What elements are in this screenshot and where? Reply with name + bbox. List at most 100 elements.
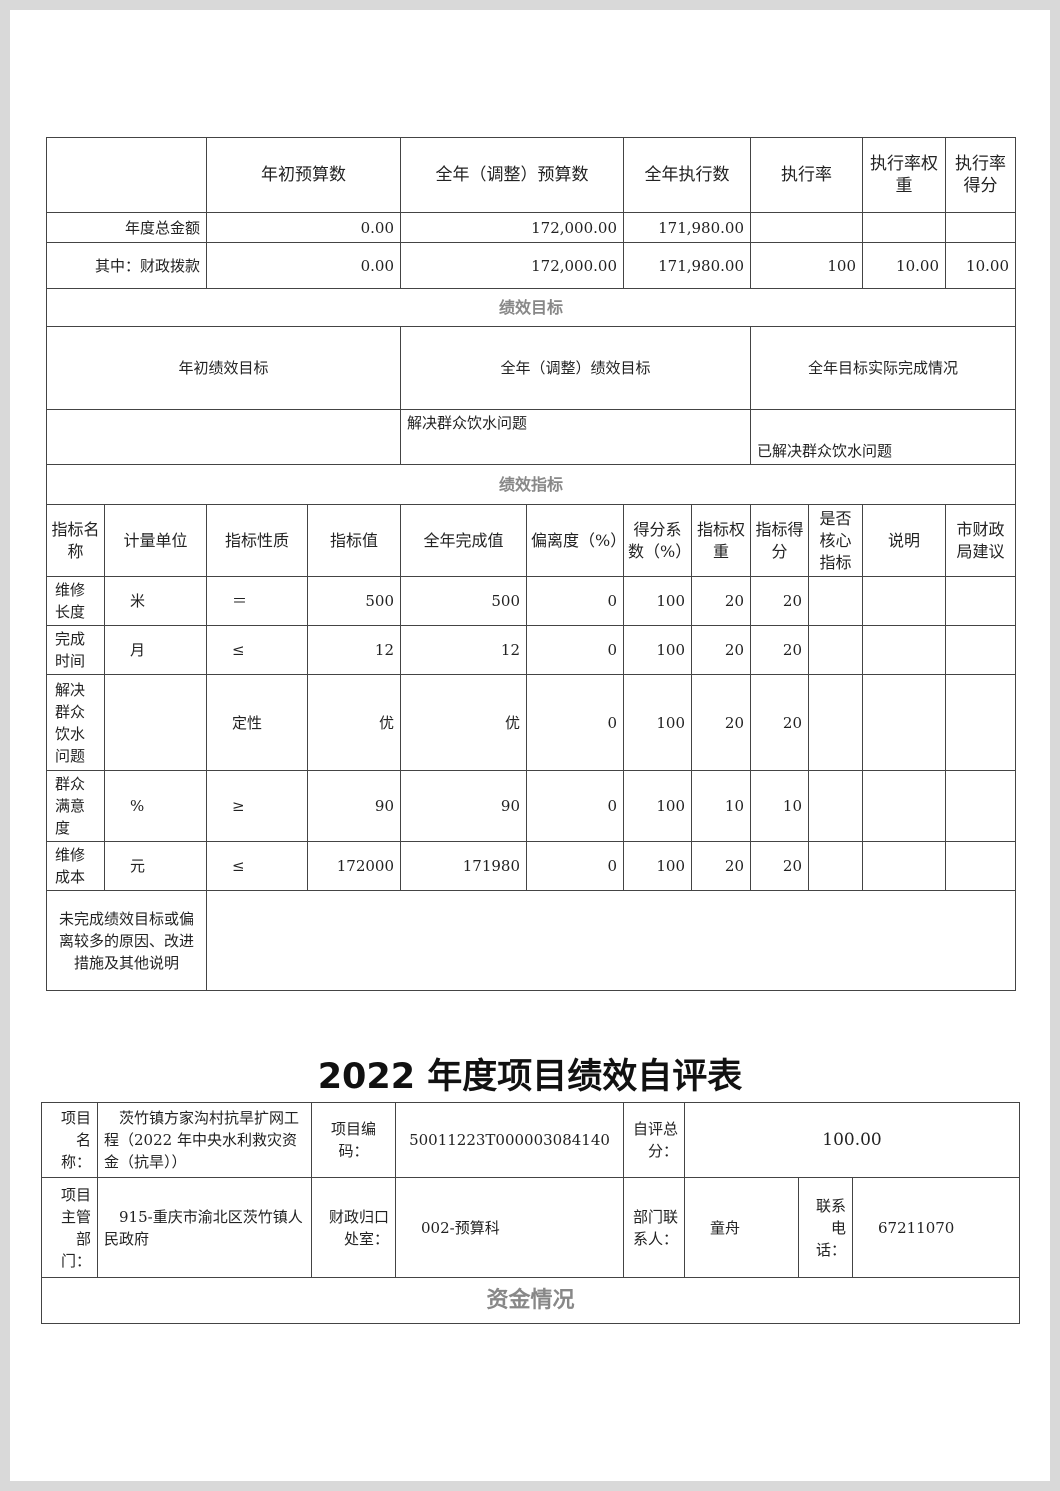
header-rate-score: 执行率得分	[945, 137, 1016, 213]
score-label: 自评总分：	[623, 1102, 685, 1178]
indicator-cell: %	[104, 770, 207, 842]
indicator-cell	[808, 841, 863, 891]
indicator-header: 是否核心指标	[808, 504, 863, 577]
header-executed: 全年执行数	[623, 137, 751, 213]
indicator-header: 计量单位	[104, 504, 207, 577]
project-code: 50011223T000003084140	[395, 1102, 624, 1178]
adjusted-goal: 解决群众饮水问题	[400, 409, 751, 465]
indicator-cell: 100	[623, 841, 692, 891]
indicator-row: 解决群众饮水问题 定性优优 0 100 20 20	[46, 674, 1016, 771]
indicator-cell	[862, 576, 946, 626]
indicator-cell	[945, 674, 1016, 771]
goal-completion: 已解决群众饮水问题	[750, 409, 1016, 465]
document-page: 年初预算数 全年（调整）预算数 全年执行数 执行率 执行率权重 执行率得分 年度…	[10, 10, 1050, 1481]
indicator-row: 群众满意度% ≥90 90 0 100 10 10	[46, 770, 1016, 842]
indicator-header: 得分系数（%）	[623, 504, 692, 577]
goals-header-row: 年初绩效目标 全年（调整）绩效目标 全年目标实际完成情况	[46, 326, 1016, 410]
indicator-header: 全年完成值	[400, 504, 527, 577]
cell: 171,980.00	[623, 212, 751, 243]
indicator-cell: 100	[623, 770, 692, 842]
indicator-cell: ≥	[206, 770, 308, 842]
phone: 67211070	[851, 1177, 1021, 1278]
indicator-row: 完成时间月 ≤12 12 0 100 20 20	[46, 625, 1016, 675]
indicator-cell	[945, 841, 1016, 891]
indicator-header: 指标值	[307, 504, 401, 577]
project-code-label: 项目编码：	[311, 1102, 396, 1178]
header-adjusted-goal: 全年（调整）绩效目标	[400, 326, 751, 410]
indicator-cell: 12	[400, 625, 527, 675]
indicator-cell	[862, 674, 946, 771]
indicator-cell: 20	[750, 625, 809, 675]
office: 002-预算科	[395, 1177, 624, 1278]
initial-goal	[46, 409, 401, 465]
note-row: 未完成绩效目标或偏离较多的原因、改进措施及其他说明	[46, 890, 1016, 991]
indicator-cell: 100	[623, 576, 692, 626]
row-label: 其中：财政拨款	[46, 242, 207, 289]
indicator-cell: 群众满意度	[46, 770, 105, 842]
indicator-cell: 20	[691, 674, 751, 771]
budget-row: 年度总金额 0.00 172,000.00 171,980.00	[46, 212, 1016, 243]
contact-label: 部门联系人：	[623, 1177, 685, 1278]
score-value: 100.00	[683, 1102, 1021, 1178]
row-label: 年度总金额	[46, 212, 207, 243]
indicator-cell	[945, 576, 1016, 626]
indicator-cell: 20	[750, 841, 809, 891]
indicator-cell	[808, 576, 863, 626]
cell: 172,000.00	[400, 242, 624, 289]
indicator-cell: 172000	[307, 841, 401, 891]
indicator-cell: 100	[623, 674, 692, 771]
note-label: 未完成绩效目标或偏离较多的原因、改进措施及其他说明	[46, 890, 207, 991]
indicator-cell: 171980	[400, 841, 527, 891]
indicator-cell	[945, 770, 1016, 842]
cell: 172,000.00	[400, 212, 624, 243]
indicator-header: 指标得分	[750, 504, 809, 577]
note-value	[206, 890, 1016, 991]
indicator-cell: 20	[691, 841, 751, 891]
dept: 915-重庆市渝北区茨竹镇人民政府	[97, 1177, 312, 1278]
indicator-cell	[862, 625, 946, 675]
indicator-cell: 优	[400, 674, 527, 771]
header-initial-goal: 年初绩效目标	[46, 326, 401, 410]
performance-table: 年初预算数 全年（调整）预算数 全年执行数 执行率 执行率权重 执行率得分 年度…	[46, 137, 1016, 991]
cell: 100	[750, 242, 863, 289]
header-exec-rate: 执行率	[750, 137, 863, 213]
header-blank	[46, 137, 207, 213]
indicator-cell: 500	[307, 576, 401, 626]
indicator-row: 维修长度米＝ 500 500 0 100 20 20	[46, 576, 1016, 626]
form-title: 2022 年度项目绩效自评表	[317, 1057, 743, 1097]
cell	[862, 212, 946, 243]
budget-header-row: 年初预算数 全年（调整）预算数 全年执行数 执行率 执行率权重 执行率得分	[46, 137, 1016, 213]
cell	[945, 212, 1016, 243]
indicator-header: 指标性质	[206, 504, 308, 577]
office-label: 财政归口处室：	[311, 1177, 396, 1278]
header-goal-completion: 全年目标实际完成情况	[750, 326, 1016, 410]
indicator-header: 说明	[862, 504, 946, 577]
section-funds: 资金情况	[40, 1277, 1021, 1324]
indicator-cell: 维修成本	[46, 841, 105, 891]
indicator-cell: 维修长度	[46, 576, 105, 626]
indicator-cell: ＝	[206, 576, 308, 626]
project-name-label: 项目名称：	[41, 1102, 98, 1178]
indicator-cell: 优	[307, 674, 401, 771]
indicator-cell: 100	[623, 625, 692, 675]
cell: 10.00	[945, 242, 1016, 289]
project-info-table: 项目名称： 茨竹镇方家沟村抗旱扩网工程（2022 年中央水利救灾资金（抗旱）） …	[40, 1102, 1021, 1324]
indicator-header: 指标权重	[691, 504, 751, 577]
indicator-cell: 500	[400, 576, 527, 626]
indicator-cell: ≤	[206, 841, 308, 891]
indicator-cell: 20	[750, 576, 809, 626]
indicator-header: 指标名称	[46, 504, 105, 577]
cell: 0.00	[206, 242, 401, 289]
indicator-cell: 0	[526, 625, 624, 675]
cell: 10.00	[862, 242, 946, 289]
indicator-cell: 米	[104, 576, 207, 626]
goals-value-row: 解决群众饮水问题 已解决群众饮水问题	[46, 409, 1016, 465]
section-indicators: 绩效指标	[46, 464, 1016, 505]
indicator-cell	[104, 674, 207, 771]
indicator-cell: 90	[307, 770, 401, 842]
indicator-cell: 0	[526, 770, 624, 842]
cell	[750, 212, 863, 243]
indicator-cell: 90	[400, 770, 527, 842]
indicator-cell: 20	[691, 576, 751, 626]
indicator-cell: 0	[526, 674, 624, 771]
